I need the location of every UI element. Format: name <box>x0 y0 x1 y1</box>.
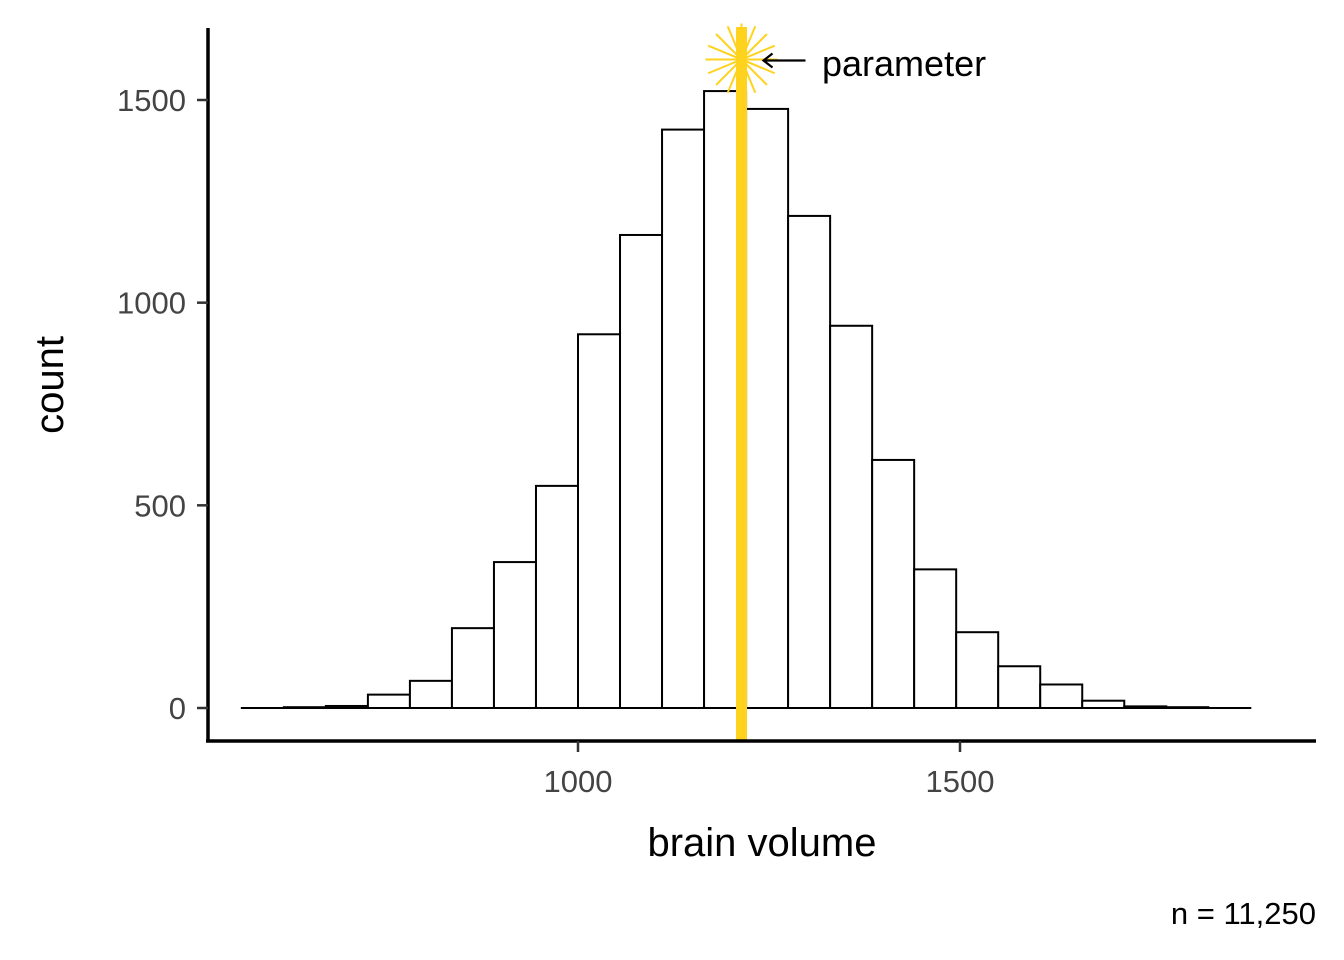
parameter-star-icon <box>705 23 778 96</box>
histogram-bar-8 <box>577 333 622 709</box>
histogram-bar-20 <box>1081 699 1126 709</box>
histogram-bar-7 <box>534 484 579 709</box>
histogram-bar-12 <box>745 107 790 709</box>
x-tick-label-1500: 1500 <box>926 764 995 799</box>
histogram-bar-9 <box>619 233 664 709</box>
histogram-bar-18 <box>997 665 1042 710</box>
histogram-bar-19 <box>1039 683 1084 709</box>
y-tick-label-1500: 1500 <box>117 83 186 118</box>
axes <box>206 28 1316 743</box>
axis-ticks: 0 500 1000 1500 1000 1500 <box>117 83 994 799</box>
parameter-arrow-icon <box>761 52 806 69</box>
parameter-label: parameter <box>822 43 986 84</box>
y-axis-title: count <box>28 336 72 434</box>
x-tick-label-1000: 1000 <box>544 764 613 799</box>
histogram-bar-5 <box>450 627 495 710</box>
x-axis-title: brain volume <box>647 821 876 865</box>
sample-size-caption: n = 11,250 <box>1171 896 1316 931</box>
histogram-bar-10 <box>661 128 706 709</box>
parameter-marker-group <box>705 23 806 741</box>
histogram-bar-15 <box>871 458 916 709</box>
histogram-bar-16 <box>913 568 958 709</box>
y-tick-label-0: 0 <box>169 691 186 726</box>
histogram-bar-6 <box>492 561 537 710</box>
y-tick-label-1000: 1000 <box>117 286 186 321</box>
histogram-bar-4 <box>408 679 453 709</box>
histogram-bar-13 <box>787 214 832 710</box>
histogram-bar-17 <box>955 631 1000 709</box>
histogram-bar-3 <box>366 693 411 710</box>
y-tick-label-500: 500 <box>134 488 186 523</box>
histogram-bar-14 <box>829 324 874 709</box>
